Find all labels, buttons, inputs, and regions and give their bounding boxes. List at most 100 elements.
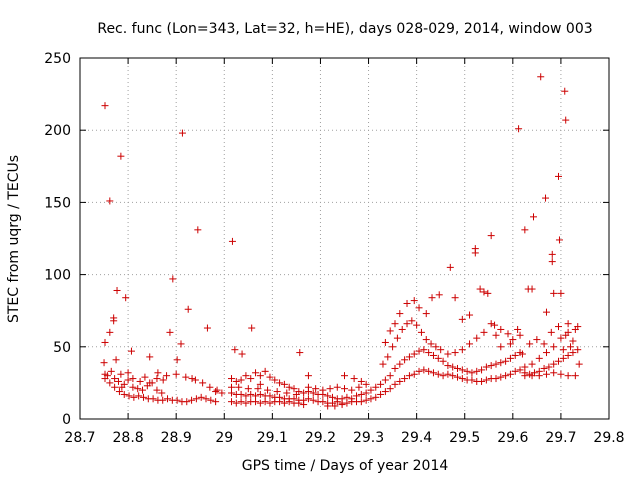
data-point: [410, 297, 418, 305]
data-point: [561, 87, 569, 95]
data-point: [574, 346, 582, 354]
data-point: [141, 373, 149, 381]
data-point: [304, 383, 312, 391]
data-point: [528, 285, 536, 293]
data-point: [149, 395, 157, 403]
data-point: [444, 350, 452, 358]
data-point: [482, 376, 490, 384]
data-point: [207, 396, 215, 404]
data-point: [309, 396, 317, 404]
data-point: [389, 343, 397, 351]
data-point: [362, 396, 370, 404]
data-point: [449, 363, 457, 371]
data-point: [173, 356, 181, 364]
data-point: [381, 338, 389, 346]
data-point: [569, 337, 577, 345]
data-point: [559, 354, 567, 362]
data-point: [482, 363, 490, 371]
data-point: [571, 372, 579, 380]
data-point: [242, 372, 250, 380]
data-point: [206, 383, 214, 391]
data-point: [458, 366, 466, 374]
data-point: [511, 367, 519, 375]
data-point: [127, 347, 135, 355]
data-point: [266, 373, 274, 381]
data-point: [341, 385, 348, 393]
axis-ticks: 28.7 28.8 28.9 29 29.1 29.2 29.3 29.4 29.5 29.6 29…: [44, 51, 624, 446]
data-point: [166, 328, 174, 336]
data-point: [111, 383, 119, 391]
y-axis-label: STEC from uqrg / TECUs: [6, 155, 22, 323]
data-point: [492, 360, 500, 368]
data-point: [154, 369, 162, 377]
data-point: [300, 389, 308, 397]
data-series: [100, 73, 583, 410]
data-point: [237, 398, 245, 406]
data-point: [458, 375, 466, 383]
data-point: [256, 380, 264, 388]
data-point: [408, 317, 416, 325]
data-point: [398, 325, 406, 333]
x-tick-label: 29.8: [593, 430, 624, 446]
data-point: [101, 338, 109, 346]
data-point: [252, 369, 260, 377]
data-point: [497, 343, 505, 351]
data-point: [350, 375, 358, 383]
data-point: [396, 360, 404, 368]
data-point: [134, 385, 142, 393]
data-point: [381, 376, 389, 384]
data-point: [480, 288, 488, 296]
data-point: [247, 390, 255, 398]
data-point: [228, 237, 236, 245]
data-point: [491, 321, 499, 329]
data-point: [540, 364, 548, 372]
data-point: [484, 289, 492, 297]
x-tick-label: 29.1: [257, 430, 288, 446]
data-point: [218, 389, 226, 397]
data-point: [473, 334, 481, 342]
data-point: [377, 390, 385, 398]
data-point: [533, 336, 541, 344]
data-point: [188, 375, 196, 383]
data-point: [567, 343, 575, 351]
y-tick-label: 100: [44, 268, 71, 284]
data-point: [458, 346, 466, 354]
data-point: [454, 373, 462, 381]
data-point: [172, 370, 180, 378]
data-point: [235, 383, 243, 391]
grid: [80, 58, 609, 419]
data-point: [124, 376, 132, 384]
data-point: [444, 362, 452, 370]
data-point: [444, 370, 452, 378]
data-point: [191, 376, 199, 384]
data-point: [574, 323, 582, 331]
data-point: [377, 380, 385, 388]
data-point: [115, 388, 123, 396]
data-point: [232, 377, 240, 385]
data-point: [357, 377, 365, 385]
data-point: [415, 304, 423, 312]
y-tick-label: 150: [44, 195, 71, 211]
data-point: [504, 330, 512, 338]
data-point: [266, 399, 274, 407]
data-point: [386, 327, 394, 335]
data-point: [192, 395, 200, 403]
data-point: [451, 294, 459, 302]
data-point: [555, 236, 563, 244]
data-point: [439, 357, 447, 365]
data-point: [435, 291, 443, 299]
data-point: [446, 263, 454, 271]
data-point: [449, 372, 457, 380]
x-tick-label: 28.9: [161, 430, 192, 446]
data-point: [212, 398, 220, 406]
data-point: [159, 396, 167, 404]
data-point: [300, 396, 308, 404]
data-point: [169, 275, 177, 283]
data-point: [480, 328, 488, 336]
data-point: [124, 369, 132, 377]
data-point: [405, 353, 413, 361]
data-point: [497, 373, 505, 381]
data-point: [515, 125, 523, 133]
x-tick-label: 29.2: [305, 430, 336, 446]
